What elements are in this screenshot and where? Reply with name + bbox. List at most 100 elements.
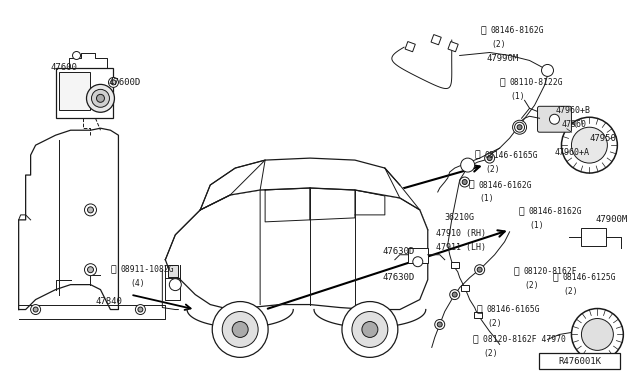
Circle shape [561,117,618,173]
Bar [408,248,428,263]
Circle shape [88,267,93,273]
Circle shape [477,267,482,272]
Circle shape [342,302,398,357]
Text: (2): (2) [492,40,506,49]
Bar [451,262,459,268]
Circle shape [517,125,522,130]
Circle shape [222,311,258,347]
Text: Ⓑ: Ⓑ [481,26,486,35]
Circle shape [572,308,623,360]
FancyBboxPatch shape [538,353,620,369]
Text: Ⓑ: Ⓑ [473,335,479,344]
Text: R476001K: R476001K [558,357,601,366]
Circle shape [515,122,525,132]
Bar [581,228,606,246]
Text: 47840: 47840 [95,297,122,306]
Circle shape [108,77,118,87]
Bar [56,68,113,118]
Text: (2): (2) [563,287,578,296]
Text: Ⓝ: Ⓝ [111,265,116,274]
Text: 47911 (LH): 47911 (LH) [436,243,486,252]
Text: 08146-6162G: 08146-6162G [479,180,532,189]
Text: 47960+A: 47960+A [554,148,589,157]
Bar [461,285,468,291]
Text: Ⓑ: Ⓑ [514,267,520,276]
Text: Ⓑ: Ⓑ [477,305,483,314]
Text: (2): (2) [486,164,500,174]
Text: 47950: 47950 [589,134,616,143]
Text: 47910 (RH): 47910 (RH) [436,229,486,238]
Circle shape [352,311,388,347]
Text: (1): (1) [529,221,544,230]
Text: Ⓑ: Ⓑ [468,180,474,189]
Circle shape [475,265,484,275]
Circle shape [484,153,495,163]
Circle shape [97,94,104,102]
Circle shape [461,158,475,172]
Text: 08911-1082G: 08911-1082G [120,265,174,274]
Text: 47600: 47600 [51,63,77,72]
Circle shape [413,257,423,267]
Circle shape [435,320,445,330]
Circle shape [572,127,607,163]
Text: 47960: 47960 [561,120,586,129]
Bar [431,35,441,45]
Circle shape [462,180,467,185]
Text: 47900M: 47900M [595,215,628,224]
Text: 08146-6125G: 08146-6125G [563,273,616,282]
Text: 36210G: 36210G [445,214,475,222]
Text: 08146-8162G: 08146-8162G [491,26,544,35]
Circle shape [136,305,145,314]
Circle shape [72,51,81,60]
Circle shape [84,204,97,216]
Circle shape [487,155,492,161]
Circle shape [450,290,460,299]
Text: 08120-8162F: 08120-8162F [524,267,577,276]
Circle shape [541,64,554,76]
Bar [59,73,90,110]
Polygon shape [200,158,428,230]
Circle shape [33,307,38,312]
Text: Ⓑ: Ⓑ [500,78,506,87]
Circle shape [170,279,181,291]
Text: 08146-6165G: 08146-6165G [486,305,540,314]
Text: Ⓑ: Ⓑ [552,273,558,282]
Text: (1): (1) [511,92,525,101]
Circle shape [437,322,442,327]
Circle shape [31,305,40,314]
Circle shape [550,114,559,124]
Circle shape [92,89,109,107]
Circle shape [138,307,143,312]
Text: Ⓑ: Ⓑ [518,208,524,217]
Circle shape [452,292,457,297]
Circle shape [581,318,613,350]
Text: 08146-6165G: 08146-6165G [484,151,538,160]
Text: 08120-8162F 47970: 08120-8162F 47970 [483,335,566,344]
Polygon shape [165,188,428,310]
Bar [405,42,415,52]
Text: (2): (2) [488,319,502,328]
Circle shape [362,321,378,337]
Bar [168,265,179,277]
Text: 47630D: 47630D [383,273,415,282]
Text: (1): (1) [479,195,494,203]
Circle shape [84,264,97,276]
Text: 47630D: 47630D [383,247,415,256]
Circle shape [232,321,248,337]
FancyBboxPatch shape [538,106,572,132]
Text: (4): (4) [131,279,145,288]
Text: Ⓑ: Ⓑ [475,151,481,160]
Text: (2): (2) [525,281,539,290]
Circle shape [86,84,115,112]
Circle shape [460,177,470,187]
Text: 47600D: 47600D [108,78,141,87]
Text: 08146-8162G: 08146-8162G [529,208,582,217]
Circle shape [212,302,268,357]
Circle shape [111,80,116,85]
Text: (2): (2) [484,349,499,358]
Circle shape [88,207,93,213]
Circle shape [513,120,527,134]
Text: 08110-8122G: 08110-8122G [509,78,563,87]
Text: 47960+B: 47960+B [556,106,591,115]
Bar [448,42,458,52]
